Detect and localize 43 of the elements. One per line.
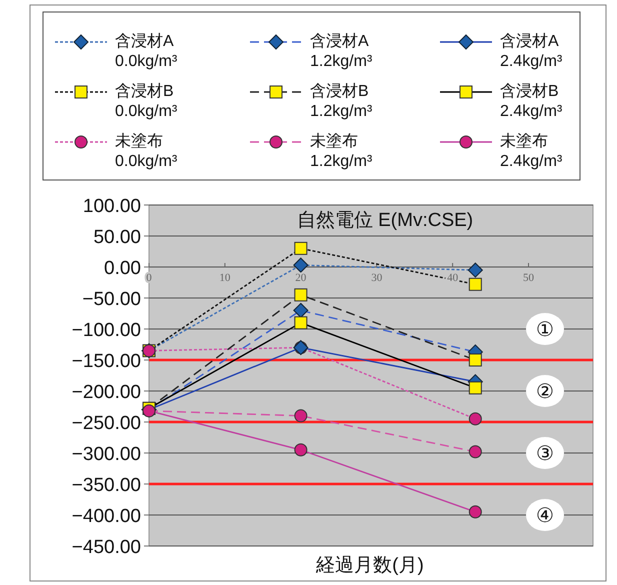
- legend-label: 含浸材A 0.0kg/m³: [115, 32, 178, 70]
- annotation: ③: [536, 443, 554, 465]
- point: [142, 404, 156, 418]
- point: [468, 505, 482, 518]
- point: [293, 258, 308, 273]
- y-tick-label: −100.00: [72, 320, 141, 341]
- annotation: ②: [536, 381, 554, 403]
- y-tick-label: −250.00: [72, 413, 141, 434]
- x-tick-label: 50: [522, 272, 534, 284]
- chart-title: 自然電位 E(Mv:CSE): [296, 210, 474, 231]
- y-tick-label: 50.00: [93, 227, 141, 248]
- point: [468, 412, 482, 426]
- x-tick-label: 30: [371, 272, 383, 284]
- legend-label: 含浸材B 1.2kg/m³: [310, 82, 373, 120]
- y-tick-label: −450.00: [72, 537, 141, 558]
- point: [468, 278, 482, 291]
- y-tick-label: 0.00: [104, 258, 141, 279]
- annotation: ①: [536, 319, 554, 341]
- legend-label: 含浸材A 1.2kg/m³: [310, 32, 373, 70]
- y-tick-label: −150.00: [72, 351, 141, 372]
- y-tick-label: −350.00: [72, 475, 141, 496]
- point: [294, 242, 308, 255]
- legend-label: 未塗布 2.4kg/m³: [500, 132, 563, 170]
- point: [468, 262, 483, 278]
- legend-label: 含浸材B 2.4kg/m³: [500, 82, 563, 120]
- legend-label: 含浸材A 2.4kg/m³: [500, 32, 563, 70]
- y-tick-label: −200.00: [72, 382, 141, 403]
- point: [294, 288, 308, 302]
- point: [468, 354, 482, 366]
- legend-label: 未塗布 0.0kg/m³: [115, 132, 178, 170]
- legend-label: 未塗布 1.2kg/m³: [310, 132, 373, 170]
- point: [294, 443, 308, 456]
- annotation: ④: [536, 505, 554, 527]
- x-tick-label: 10: [219, 272, 231, 284]
- y-tick-label: −300.00: [72, 444, 141, 465]
- x-axis-title: 経過月数(月): [315, 555, 424, 576]
- y-tick-label: −400.00: [72, 506, 141, 527]
- x-tick-label: 20: [295, 272, 307, 284]
- y-tick-label: 100.00: [82, 196, 141, 217]
- point: [293, 302, 308, 318]
- legend-label: 含浸材B 0.0kg/m³: [115, 82, 178, 120]
- x-tick-label: 0: [146, 272, 152, 284]
- y-tick-label: −50.00: [82, 289, 141, 310]
